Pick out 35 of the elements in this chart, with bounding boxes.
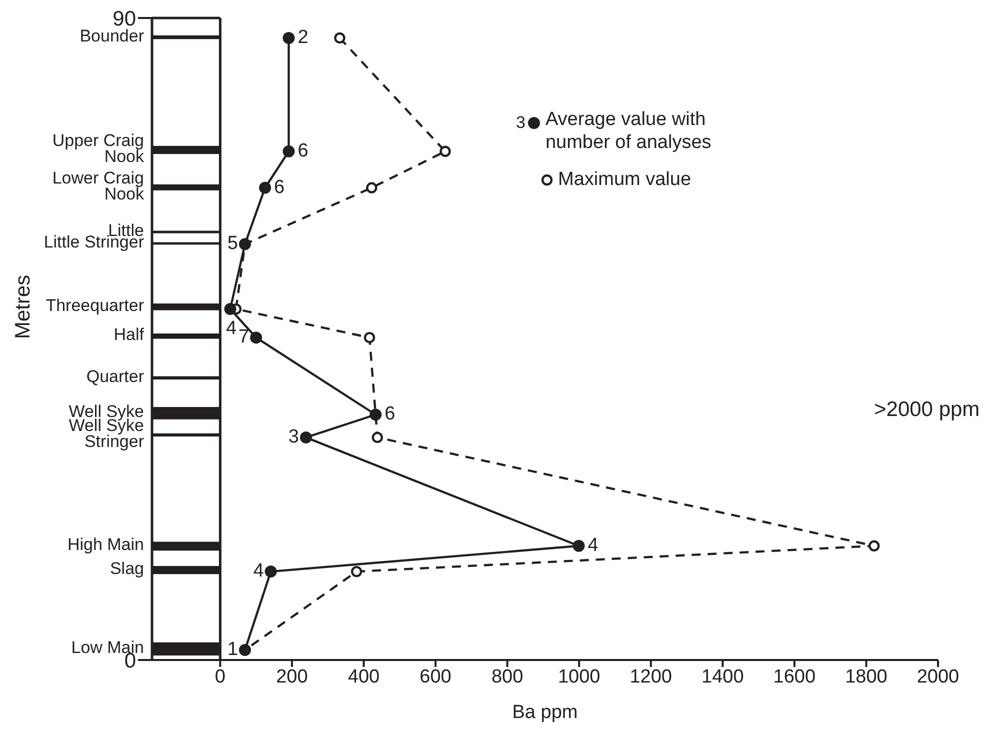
legend-label: Average value with number of analyses bbox=[545, 108, 712, 154]
x-tick-label: 600 bbox=[420, 666, 452, 688]
annotation: 3 bbox=[288, 426, 299, 448]
band-label: High Main bbox=[67, 536, 144, 555]
x-axis-title: Ba ppm bbox=[512, 702, 578, 723]
x-tick-label: 200 bbox=[276, 666, 308, 688]
band-label: Upper Craig Nook bbox=[52, 131, 144, 166]
annotation: 6 bbox=[274, 176, 285, 198]
x-tick-label: 1400 bbox=[702, 666, 744, 688]
annotation: 1 bbox=[227, 639, 238, 660]
annotation: 6 bbox=[298, 140, 308, 162]
annotation: 4 bbox=[588, 534, 599, 556]
x-tick-label: 800 bbox=[491, 666, 524, 688]
legend-label: Maximum value bbox=[558, 168, 692, 191]
band-label: Threequarter bbox=[46, 296, 144, 316]
annotation: 6 bbox=[384, 404, 396, 425]
annotation: >2000 ppm bbox=[874, 398, 980, 422]
x-tick-label: 1000 bbox=[558, 666, 600, 688]
band-label: Lower Craig Nook bbox=[52, 168, 144, 204]
x-tick-label: 400 bbox=[348, 666, 380, 688]
annotation: 2 bbox=[298, 26, 308, 48]
x-tick-label: 0 bbox=[214, 666, 226, 688]
annotation: 4 bbox=[226, 318, 237, 340]
band-label: Slag bbox=[110, 560, 144, 579]
x-tick-label: 1600 bbox=[773, 666, 816, 688]
x-tick-label: 1200 bbox=[630, 666, 672, 688]
band-label: Half bbox=[114, 326, 144, 345]
annotation: 5 bbox=[227, 233, 238, 254]
annotation: 4 bbox=[253, 560, 264, 582]
annotation: 3 bbox=[516, 113, 526, 133]
x-tick-label: 2000 bbox=[916, 666, 960, 688]
band-label: Quarter bbox=[86, 367, 144, 386]
x-tick-label: 1800 bbox=[845, 666, 888, 688]
y-axis-title: Metres bbox=[11, 274, 34, 339]
annotation: 7 bbox=[238, 326, 250, 348]
